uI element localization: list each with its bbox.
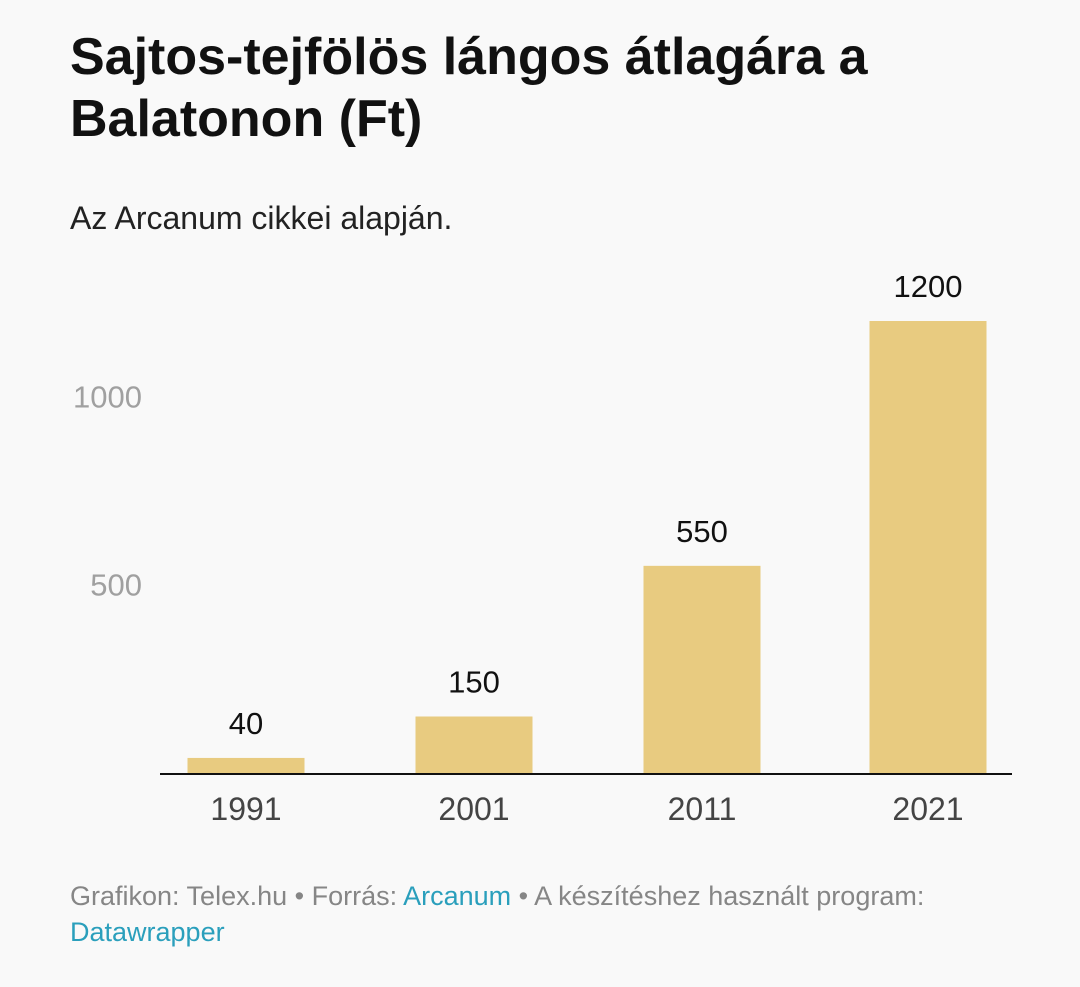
y-tick-label: 500: [90, 568, 142, 603]
source-link[interactable]: Arcanum: [403, 881, 512, 911]
y-axis-ticks: 500 1000: [73, 379, 142, 602]
footer-separator: •: [287, 881, 312, 911]
x-axis-labels: 1991 2001 2011 2021: [210, 791, 963, 827]
footer-graphic-credit: Grafikon: Telex.hu: [70, 881, 288, 911]
bar: [415, 716, 533, 773]
bars: [187, 321, 987, 773]
y-tick-label: 1000: [73, 379, 142, 414]
bar: [643, 565, 761, 773]
bar: [187, 757, 305, 773]
footer-program-prefix: A készítéshez használt program:: [534, 881, 925, 911]
data-labels: 40 150 550 1200: [229, 269, 963, 741]
datawrapper-link[interactable]: Datawrapper: [70, 917, 225, 947]
x-tick-label: 2011: [668, 791, 737, 827]
bar: [869, 321, 987, 773]
data-label: 1200: [894, 269, 963, 304]
x-tick-label: 2021: [892, 791, 963, 827]
data-label: 40: [229, 706, 263, 741]
footer-separator: •: [511, 881, 535, 911]
x-tick-label: 2001: [438, 791, 509, 827]
data-label: 150: [448, 665, 500, 700]
footer-source-prefix: Forrás:: [311, 881, 404, 911]
data-label: 550: [676, 514, 728, 549]
chart-subtitle: Az Arcanum cikkei alapján.: [70, 200, 453, 236]
chart-footer: Grafikon: Telex.hu • Forrás: Arcanum • A…: [70, 878, 970, 950]
chart-title: Sajtos-tejfölös lángos átlagára a Balato…: [70, 28, 868, 148]
x-tick-label: 1991: [210, 791, 281, 827]
